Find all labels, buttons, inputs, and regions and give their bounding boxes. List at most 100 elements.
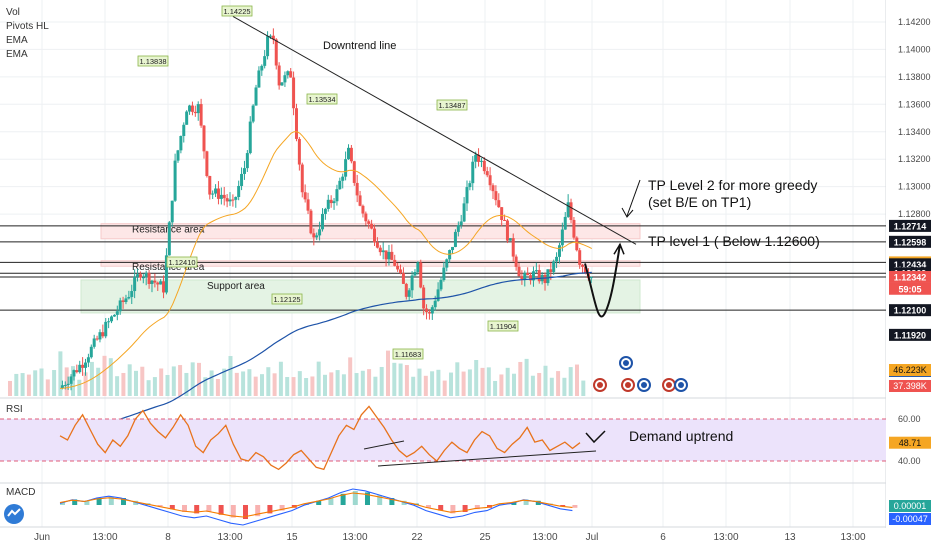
- candle-body: [286, 71, 290, 76]
- price-tick-label: 1.13200: [898, 154, 931, 164]
- volume-bar: [537, 372, 542, 396]
- candle-body: [150, 280, 154, 285]
- legend-vol[interactable]: Vol: [6, 7, 20, 18]
- candle-body: [520, 276, 524, 280]
- candle-body: [179, 136, 183, 151]
- candle-body: [477, 154, 481, 162]
- candle-body: [185, 111, 189, 125]
- candle-body: [572, 219, 576, 238]
- candle-body: [81, 364, 85, 368]
- volume-bar: [474, 360, 479, 396]
- time-tick-label: 13:00: [342, 532, 367, 543]
- candle-body: [468, 183, 472, 188]
- price-tag-text: 1.12598: [894, 237, 927, 247]
- volume-bars: [8, 350, 586, 396]
- macd-pane[interactable]: MACD: [4, 487, 578, 526]
- candle-body: [531, 271, 535, 281]
- volume-bar: [493, 380, 498, 396]
- price-tag-text: 1.12434: [894, 260, 927, 270]
- volume-bar: [71, 366, 75, 396]
- pivot-tag: [137, 55, 169, 67]
- tp2-sublabel: (set B/E on TP1): [648, 194, 751, 210]
- candle-body: [130, 291, 134, 297]
- candle-body: [69, 376, 73, 384]
- user-drawings[interactable]: Downtrend line TP Level 2 for more greedy…: [232, 16, 820, 318]
- macd-title: MACD: [6, 487, 35, 498]
- candle-body: [75, 370, 79, 373]
- candle-body: [297, 138, 301, 165]
- time-axis[interactable]: Jun 13:00 8 13:00 15 13:00 22 25 13:00 Jul 6 13:00 1…: [34, 532, 866, 543]
- candle-body: [358, 195, 362, 206]
- macd-signal-line: [59, 492, 573, 518]
- candle-body: [442, 267, 446, 281]
- downtrend-line: [232, 16, 637, 245]
- candle-body: [566, 202, 570, 217]
- economic-events[interactable]: [593, 356, 688, 392]
- candle-body: [387, 251, 391, 260]
- candle-body: [529, 275, 533, 281]
- time-tick-label: 6: [660, 532, 666, 543]
- volume-bar: [253, 376, 258, 396]
- candle-body: [115, 311, 119, 315]
- volume-bar: [134, 370, 138, 396]
- volume-bar: [411, 376, 416, 396]
- candle-body: [260, 65, 264, 71]
- candle-body: [413, 272, 417, 276]
- volume-bar: [379, 366, 384, 396]
- price-tag: [889, 304, 931, 317]
- volume-bar: [20, 373, 25, 396]
- candle-body: [537, 270, 541, 282]
- volume-bar: [505, 367, 510, 396]
- candle-body: [182, 124, 186, 137]
- volume-bar: [568, 367, 573, 396]
- candle-body: [205, 151, 209, 177]
- macd-hist-bar: [389, 498, 395, 505]
- event-flag-dot: [625, 382, 631, 388]
- volume-bar: [159, 368, 164, 396]
- candle-body: [170, 200, 174, 223]
- pivot-labels: 1.13838 1.14225 1.13534 1.13487 1.12410 1.121…: [137, 5, 519, 360]
- candle-body: [485, 171, 489, 176]
- candle-body: [188, 105, 192, 112]
- rsi-pane[interactable]: RSI Demand uptrend: [0, 404, 886, 471]
- volume-bar: [33, 370, 38, 396]
- volume-bar: [310, 376, 315, 396]
- macd-hist-bar: [218, 505, 224, 515]
- volume-bar: [323, 374, 327, 396]
- downtrend-label: Downtrend line: [323, 40, 396, 52]
- candle-body: [89, 346, 93, 358]
- candle-body: [581, 264, 585, 267]
- candle-body: [95, 338, 99, 340]
- legend-ema-fast[interactable]: EMA: [6, 35, 28, 46]
- candle-body: [560, 229, 564, 246]
- volume-bar: [215, 378, 220, 396]
- candle-body: [156, 282, 160, 285]
- volume-bar: [373, 376, 378, 396]
- volume-bar: [14, 373, 19, 396]
- legend-pivots[interactable]: Pivots HL: [6, 21, 49, 32]
- volume-bar: [272, 373, 277, 396]
- time-tick-label: 15: [286, 532, 298, 543]
- candle-body: [549, 269, 553, 272]
- vol-tag: [889, 364, 931, 376]
- macd-hist-bar: [182, 505, 187, 512]
- price-tick-label: 1.13400: [898, 127, 931, 137]
- legend-ema-slow[interactable]: EMA: [6, 49, 28, 60]
- candle-body: [335, 189, 339, 202]
- rsi-line: [59, 405, 581, 471]
- candle-body: [245, 153, 249, 169]
- macd-hist-bar: [157, 505, 163, 507]
- pivot-label-low: 1.12125: [271, 293, 303, 305]
- macd-hist-bar: [328, 498, 334, 505]
- candle-body: [555, 256, 559, 262]
- price-tick-label: 1.13800: [898, 72, 931, 82]
- macd-hist-bar: [511, 502, 517, 505]
- candle-body: [240, 173, 244, 186]
- candle-body: [430, 307, 434, 314]
- price-axis[interactable]: 1.14200 1.14000 1.13800 1.13600 1.13400 1.132…: [886, 0, 932, 550]
- candle-body: [503, 219, 507, 221]
- volume-bar: [442, 380, 447, 396]
- candle-body: [294, 108, 298, 139]
- candle-body: [315, 235, 319, 238]
